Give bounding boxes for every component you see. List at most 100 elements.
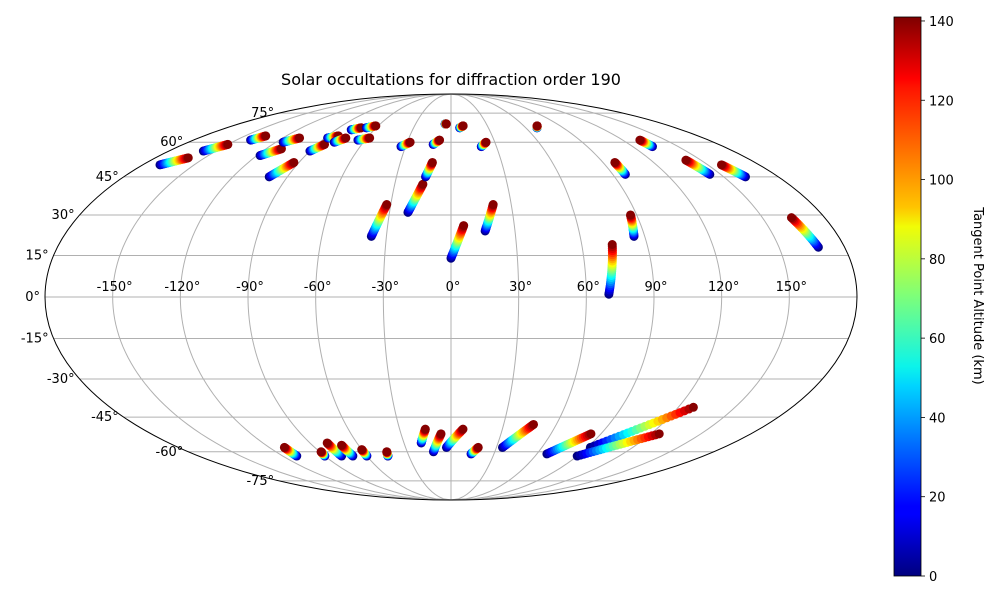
track-point bbox=[316, 447, 326, 457]
track-point bbox=[365, 133, 375, 143]
occultation-track bbox=[572, 429, 664, 461]
occultation-track bbox=[421, 157, 437, 182]
track-point bbox=[183, 153, 193, 163]
occultation-track bbox=[532, 121, 542, 133]
lat-tick-label: -45° bbox=[91, 410, 119, 425]
track-point bbox=[436, 429, 446, 439]
track-point bbox=[341, 133, 351, 143]
lat-tick-label: 0° bbox=[25, 290, 40, 305]
track-point bbox=[458, 424, 468, 434]
track-point bbox=[610, 157, 620, 167]
occultation-tracks bbox=[155, 119, 823, 461]
lon-tick-label: 30° bbox=[509, 280, 532, 295]
occultation-track bbox=[455, 121, 468, 133]
occultation-track bbox=[279, 442, 302, 461]
lon-tick-label: 90° bbox=[644, 280, 667, 295]
track-point bbox=[459, 221, 469, 231]
lon-tick-label: 0° bbox=[446, 280, 461, 295]
occultation-track bbox=[278, 133, 305, 147]
lat-tick-label: 60° bbox=[160, 135, 183, 150]
colorbar-tick-label: 60 bbox=[929, 332, 946, 347]
colorbar-label: Tangent Point Altitude (km) bbox=[970, 206, 985, 384]
lat-tick-label: 15° bbox=[26, 248, 49, 263]
colorbar bbox=[893, 16, 922, 577]
track-point bbox=[529, 419, 539, 429]
track-point bbox=[427, 157, 437, 167]
track-point bbox=[371, 121, 381, 131]
occultation-track bbox=[357, 445, 372, 461]
track-point bbox=[607, 240, 617, 249]
occultation-track bbox=[604, 240, 617, 299]
lat-tick-label: 30° bbox=[52, 208, 75, 223]
chart-title: Solar occultations for diffraction order… bbox=[281, 70, 621, 89]
lat-tick-label: -30° bbox=[47, 372, 75, 387]
colorbar-tick-label: 40 bbox=[929, 411, 946, 426]
tick-labels: -150° -120° -90° -60° -30° 0° 30° 60° 90° 120° 150… bbox=[21, 106, 807, 489]
occultation-track bbox=[441, 424, 468, 452]
track-point bbox=[635, 135, 645, 145]
track-point bbox=[435, 135, 445, 145]
track-point bbox=[681, 155, 691, 165]
track-point bbox=[481, 137, 491, 147]
occultation-track bbox=[476, 137, 491, 152]
lat-tick-label: 45° bbox=[96, 170, 119, 185]
track-point bbox=[382, 200, 392, 210]
colorbar-tick-label: 0 bbox=[929, 570, 937, 585]
colorbar-tick-label: 80 bbox=[929, 253, 946, 268]
occultation-track bbox=[329, 133, 351, 147]
occultation-track bbox=[264, 157, 299, 182]
occultation-track bbox=[403, 179, 428, 217]
lon-tick-label: 60° bbox=[577, 280, 600, 295]
occultation-track bbox=[446, 221, 469, 263]
occultation-track bbox=[498, 419, 539, 452]
track-point bbox=[261, 131, 271, 141]
track-point bbox=[223, 139, 233, 149]
lon-tick-label: -150° bbox=[97, 280, 133, 295]
occultation-track bbox=[542, 429, 596, 459]
occultation-track bbox=[198, 139, 233, 156]
occultation-track bbox=[396, 137, 415, 152]
track-point bbox=[586, 429, 596, 439]
track-point bbox=[716, 160, 726, 170]
occultation-track bbox=[428, 429, 446, 457]
occultation-track bbox=[480, 200, 498, 236]
occultation-track bbox=[440, 119, 451, 129]
occultation-track bbox=[255, 144, 286, 161]
occultation-track bbox=[466, 442, 483, 459]
occultation-track bbox=[786, 213, 823, 252]
track-point bbox=[322, 438, 332, 448]
track-point bbox=[654, 429, 664, 439]
occultation-track bbox=[382, 447, 393, 461]
track-point bbox=[786, 213, 796, 223]
lon-tick-label: 150° bbox=[776, 280, 807, 295]
occultation-track bbox=[361, 121, 381, 133]
occultation-track bbox=[428, 135, 445, 149]
occultation-track bbox=[416, 424, 430, 448]
lat-tick-label: -15° bbox=[21, 332, 49, 347]
track-point bbox=[688, 402, 698, 412]
colorbar-tick-label: 140 bbox=[929, 15, 954, 30]
lon-tick-label: -60° bbox=[304, 280, 332, 295]
lat-tick-label: -60° bbox=[156, 445, 184, 460]
occultation-track bbox=[366, 200, 392, 241]
lon-tick-label: -30° bbox=[371, 280, 399, 295]
lat-tick-label: -75° bbox=[246, 474, 274, 489]
lat-tick-label: 75° bbox=[251, 106, 274, 121]
occultation-track bbox=[337, 440, 358, 461]
occultation-track bbox=[353, 133, 375, 145]
track-point bbox=[405, 137, 415, 147]
map-boundary bbox=[44, 93, 858, 501]
occultation-track bbox=[322, 438, 347, 461]
colorbar-tick-label: 120 bbox=[929, 94, 954, 109]
track-point bbox=[488, 200, 498, 210]
track-point bbox=[382, 447, 392, 457]
occultation-track bbox=[155, 153, 193, 170]
track-point bbox=[441, 119, 451, 129]
track-point bbox=[458, 121, 468, 131]
occultation-track bbox=[681, 155, 715, 179]
lon-tick-label: -90° bbox=[236, 280, 264, 295]
occultation-track bbox=[305, 139, 330, 156]
occultation-track bbox=[610, 157, 630, 179]
occultation-track bbox=[716, 160, 750, 182]
